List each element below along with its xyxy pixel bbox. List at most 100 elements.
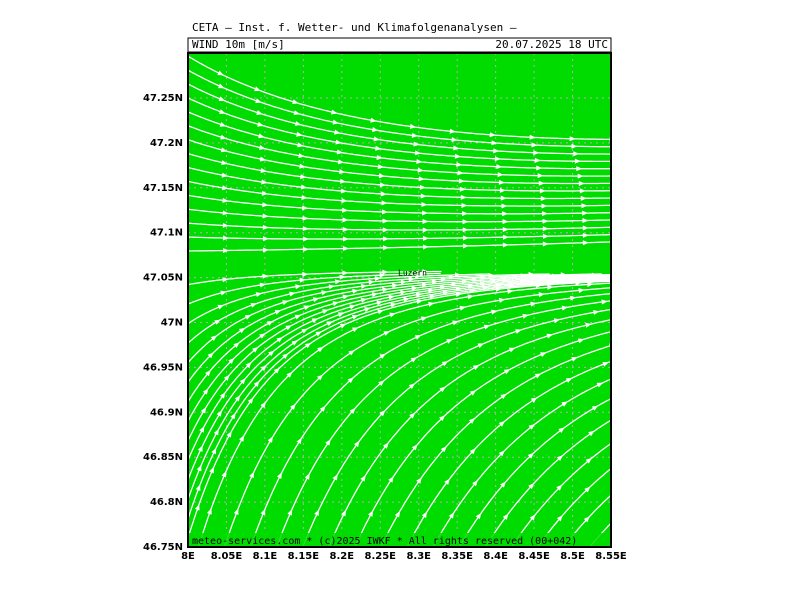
arrow-head bbox=[378, 173, 386, 179]
arrow-head bbox=[255, 292, 263, 298]
arrow-head bbox=[244, 314, 252, 320]
arrow-head bbox=[468, 418, 476, 424]
arrow-head bbox=[556, 515, 563, 522]
arrow-head bbox=[394, 511, 400, 518]
arrow-head bbox=[582, 225, 589, 231]
arrow-head bbox=[420, 316, 428, 322]
arrow-head bbox=[422, 269, 429, 275]
arrow-head bbox=[249, 471, 254, 479]
arrow-head bbox=[571, 356, 578, 362]
streamline bbox=[276, 300, 611, 547]
arrow-head bbox=[419, 184, 426, 190]
arrow-head bbox=[500, 195, 507, 201]
arrow-head bbox=[378, 380, 385, 387]
arrow-head bbox=[217, 70, 224, 76]
streamline bbox=[354, 331, 611, 547]
arrow-head bbox=[341, 198, 348, 204]
arrow-head bbox=[411, 444, 418, 451]
footer: meteo-services.com * (c)2025 IWKF * All … bbox=[192, 536, 577, 547]
arrow-head bbox=[213, 428, 219, 436]
arrow-head bbox=[451, 137, 458, 143]
arrow-head bbox=[322, 309, 329, 314]
arrow-head bbox=[573, 151, 580, 157]
arrow-head bbox=[374, 275, 381, 281]
arrow-head bbox=[582, 232, 589, 238]
arrow-head bbox=[569, 136, 576, 142]
arrow-head bbox=[220, 134, 227, 140]
x-tick-label: 8.25E bbox=[365, 551, 397, 562]
arrow-head bbox=[501, 203, 508, 209]
arrow-head bbox=[383, 331, 390, 336]
arrow-head bbox=[260, 401, 266, 409]
arrow-head bbox=[262, 273, 269, 279]
place-label: Luzern bbox=[398, 269, 427, 278]
arrow-head bbox=[529, 134, 536, 140]
arrow-head bbox=[390, 302, 397, 308]
arrow-head bbox=[300, 174, 307, 180]
arrow-head bbox=[259, 333, 266, 339]
arrow-head bbox=[502, 219, 509, 225]
arrow-head bbox=[247, 397, 254, 404]
arrow-head bbox=[217, 83, 225, 89]
arrow-head bbox=[584, 486, 591, 493]
arrow-head bbox=[496, 164, 503, 170]
arrow-head bbox=[455, 292, 463, 298]
arrow-head bbox=[331, 109, 338, 115]
arrow-head bbox=[472, 479, 478, 487]
arrow-head bbox=[336, 149, 344, 155]
arrow-head bbox=[199, 426, 205, 433]
arrow-head bbox=[221, 471, 227, 478]
arrow-head bbox=[317, 346, 324, 353]
arrow-head bbox=[300, 184, 308, 190]
arrow-head bbox=[347, 377, 354, 384]
arrow-head bbox=[207, 508, 212, 515]
arrow-head bbox=[342, 207, 349, 213]
arrow-head bbox=[285, 325, 292, 331]
arrow-head bbox=[462, 235, 469, 241]
arrow-head bbox=[221, 172, 228, 178]
arrow-head bbox=[302, 205, 309, 211]
arrow-head bbox=[370, 117, 377, 123]
arrow-head bbox=[411, 285, 418, 291]
arrow-head bbox=[302, 271, 309, 277]
arrow-head bbox=[262, 247, 269, 253]
arrow-head bbox=[581, 203, 588, 209]
arrow-head bbox=[538, 292, 545, 298]
arrow-head bbox=[411, 132, 418, 138]
arrow-head bbox=[502, 234, 509, 240]
arrow-head bbox=[469, 448, 476, 455]
arrow-head bbox=[351, 314, 359, 320]
arrow-head bbox=[498, 450, 505, 457]
arrow-head bbox=[223, 374, 230, 381]
arrow-head bbox=[276, 472, 282, 479]
arrow-head bbox=[469, 390, 477, 396]
arrow-head bbox=[422, 227, 429, 233]
arrow-head bbox=[493, 148, 500, 154]
y-tick-label: 47.2N bbox=[150, 138, 183, 149]
arrow-head bbox=[446, 339, 453, 344]
arrow-head bbox=[502, 211, 509, 217]
arrow-head bbox=[467, 294, 474, 300]
arrow-head bbox=[454, 153, 461, 159]
x-tick-label: 8E bbox=[181, 551, 195, 562]
arrow-head bbox=[419, 271, 426, 277]
arrow-head bbox=[439, 415, 446, 422]
arrow-head bbox=[222, 197, 229, 203]
arrow-head bbox=[219, 121, 227, 127]
arrow-head bbox=[577, 338, 585, 344]
arrow-head bbox=[282, 300, 289, 305]
arrow-head bbox=[221, 185, 229, 191]
arrow-head bbox=[556, 484, 563, 491]
arrow-head bbox=[498, 179, 505, 185]
arrow-head bbox=[546, 333, 553, 339]
arrow-head bbox=[268, 350, 275, 357]
arrow-head bbox=[420, 193, 427, 199]
arrow-head bbox=[341, 509, 346, 517]
arrow-head bbox=[256, 110, 263, 115]
arrow-head bbox=[537, 173, 544, 179]
arrow-head bbox=[421, 511, 428, 518]
x-tick-label: 8.55E bbox=[595, 551, 627, 562]
arrow-head bbox=[507, 288, 514, 294]
arrow-head bbox=[339, 178, 347, 184]
arrow-head bbox=[262, 213, 269, 219]
